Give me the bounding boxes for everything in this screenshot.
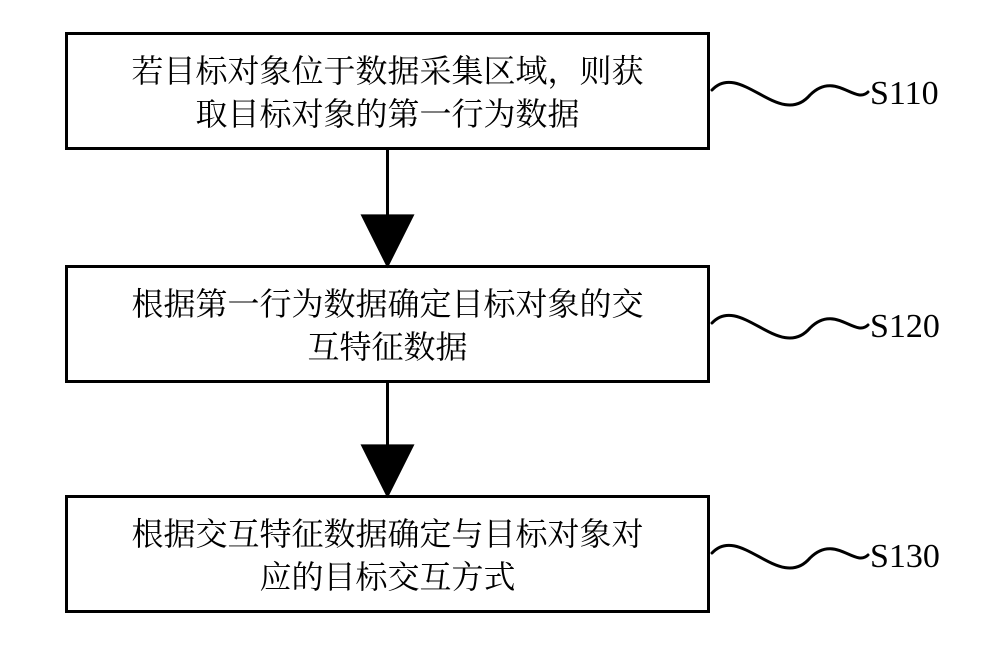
flow-node-1-text: 若目标对象位于数据采集区域，则获 取目标对象的第一行为数据 [123,44,651,138]
wavy-connector-3 [712,545,868,568]
wavy-connector-1 [712,82,868,105]
flow-node-1: 若目标对象位于数据采集区域，则获 取目标对象的第一行为数据 [65,32,710,150]
step-label-s120: S120 [870,308,940,346]
wavy-connector-2 [712,315,868,338]
flow-node-3-text: 根据交互特征数据确定与目标对象对 应的目标交互方式 [123,507,651,601]
flow-node-3: 根据交互特征数据确定与目标对象对 应的目标交互方式 [65,495,710,613]
flow-node-2-text: 根据第一行为数据确定目标对象的交 互特征数据 [123,277,651,371]
step-label-s130: S130 [870,538,940,576]
flow-node-2: 根据第一行为数据确定目标对象的交 互特征数据 [65,265,710,383]
flowchart-stage: 若目标对象位于数据采集区域，则获 取目标对象的第一行为数据 根据第一行为数据确定… [0,0,1000,646]
step-label-s110: S110 [870,75,939,113]
connectors-group [712,82,868,568]
